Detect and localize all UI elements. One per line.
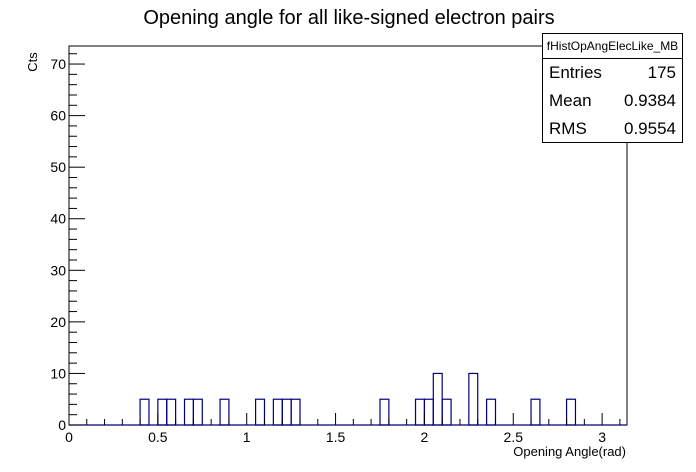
y-axis-label: Cts: [25, 52, 40, 72]
histogram-bin-16: [468, 372, 479, 426]
histogram-bin-11: [379, 398, 390, 426]
histogram-bin-19: [565, 398, 577, 426]
stats-box: fHistOpAngElecLike_MB Entries 175 Mean 0…: [542, 33, 683, 143]
histogram-bin-9: [281, 398, 292, 426]
stats-rms-row: RMS 0.9554: [543, 115, 682, 143]
y-tick-label-7: 70: [50, 56, 66, 72]
stats-mean-value: 0.9384: [624, 91, 676, 110]
histogram-bin-7: [254, 398, 266, 426]
y-tick-label-5: 50: [50, 159, 66, 175]
stats-entries-value: 175: [647, 63, 676, 82]
x-tick-label-6: 3: [598, 429, 606, 445]
stats-entries-label: Entries: [549, 63, 602, 82]
x-tick-label-5: 2.5: [504, 429, 524, 445]
histogram-bin-12: [414, 398, 426, 426]
y-tick-label-3: 30: [50, 262, 66, 278]
histogram-bin-6: [219, 398, 230, 426]
x-axis-label: Opening Angle(rad): [513, 444, 626, 459]
stats-rms-value: 0.9554: [624, 119, 676, 138]
histogram-bin-13: [423, 398, 434, 426]
stats-rms-label: RMS: [549, 119, 587, 138]
histogram-bin-4: [183, 398, 194, 426]
histogram-bin-0: [139, 398, 150, 426]
x-tick-label-2: 1: [243, 429, 251, 445]
y-tick-label-1: 10: [50, 365, 66, 381]
x-tick-label-0: 0: [65, 429, 73, 445]
x-tick-label-4: 2: [421, 429, 429, 445]
histogram-bin-14: [432, 372, 443, 426]
x-tick-label-3: 1.5: [326, 429, 346, 445]
chart-title: Opening angle for all like-signed electr…: [143, 7, 554, 29]
histogram-bin-5: [192, 398, 203, 426]
histogram-bin-2: [157, 398, 168, 426]
histogram-bin-8: [272, 398, 283, 426]
y-tick-label-6: 60: [50, 108, 66, 124]
histogram-bin-17: [486, 398, 497, 426]
y-tick-label-2: 20: [50, 314, 66, 330]
stats-histogram-name: fHistOpAngElecLike_MB: [543, 34, 682, 59]
histogram-bin-10: [290, 398, 301, 426]
stats-mean-label: Mean: [549, 91, 592, 110]
histogram-bin-15: [441, 398, 452, 426]
x-tick-label-1: 0.5: [148, 429, 168, 445]
histogram-bin-3: [166, 398, 177, 426]
y-tick-label-0: 0: [58, 417, 66, 433]
y-tick-label-4: 40: [50, 211, 66, 227]
stats-mean-row: Mean 0.9384: [543, 87, 682, 115]
stats-entries-row: Entries 175: [543, 59, 682, 87]
histogram-bin-18: [530, 398, 541, 426]
